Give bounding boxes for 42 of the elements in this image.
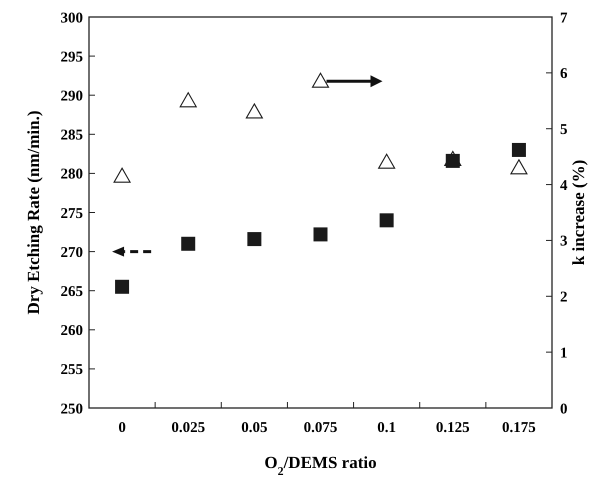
- x-tick-label: 0.175: [502, 420, 536, 436]
- y-tick-label: 250: [60, 401, 83, 418]
- point: [312, 72, 330, 88]
- point: [378, 154, 396, 169]
- x-tick-label: 0.05: [241, 420, 268, 436]
- point: [181, 236, 196, 251]
- y-tick-label: 270: [60, 244, 83, 261]
- y2-tick-label: 3: [560, 234, 568, 250]
- point: [115, 280, 130, 294]
- y-tick-label: 260: [60, 323, 83, 340]
- y-axis-title: Dry Etching Rate (nm/min.): [24, 110, 43, 314]
- x-tick-label: 0.1: [377, 420, 396, 436]
- y2-tick-label: 7: [560, 10, 568, 26]
- y-tick-label: 300: [60, 10, 83, 26]
- y2-tick-label: 6: [560, 66, 568, 82]
- point: [246, 103, 263, 119]
- x-axis-title: O$_{2}$/DEMS ratio: [264, 453, 377, 477]
- y2-tick-label: 4: [560, 178, 568, 194]
- point: [444, 150, 462, 166]
- point: [180, 92, 197, 108]
- y-tick-label: 280: [60, 166, 83, 183]
- point: [247, 232, 262, 246]
- x-tick-label: 0.075: [304, 420, 338, 436]
- y-tick-label: 275: [60, 206, 83, 222]
- y-tick-label: 290: [60, 88, 83, 104]
- y2-tick-label: 1: [560, 345, 568, 362]
- point: [380, 213, 394, 228]
- y2-tick-label: 2: [560, 290, 568, 306]
- point: [510, 159, 528, 174]
- point: [114, 168, 131, 183]
- point: [512, 142, 526, 157]
- y2-tick-label: 0: [560, 401, 568, 418]
- y2-axis-title: k increase (%): [569, 160, 588, 266]
- x-tick-label: 0: [118, 420, 126, 436]
- y-tick-label: 285: [60, 128, 83, 144]
- y-tick-label: 255: [60, 362, 83, 378]
- y-tick-label: 295: [60, 49, 83, 66]
- y-tick-label: 265: [60, 284, 83, 300]
- x-tick-label: 0.125: [436, 420, 470, 436]
- point: [314, 227, 328, 242]
- x-tick-label: 0.025: [171, 420, 206, 436]
- y2-tick-label: 5: [560, 122, 568, 138]
